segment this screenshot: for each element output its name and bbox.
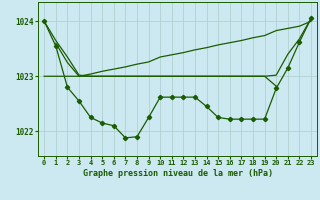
X-axis label: Graphe pression niveau de la mer (hPa): Graphe pression niveau de la mer (hPa) [83,169,273,178]
